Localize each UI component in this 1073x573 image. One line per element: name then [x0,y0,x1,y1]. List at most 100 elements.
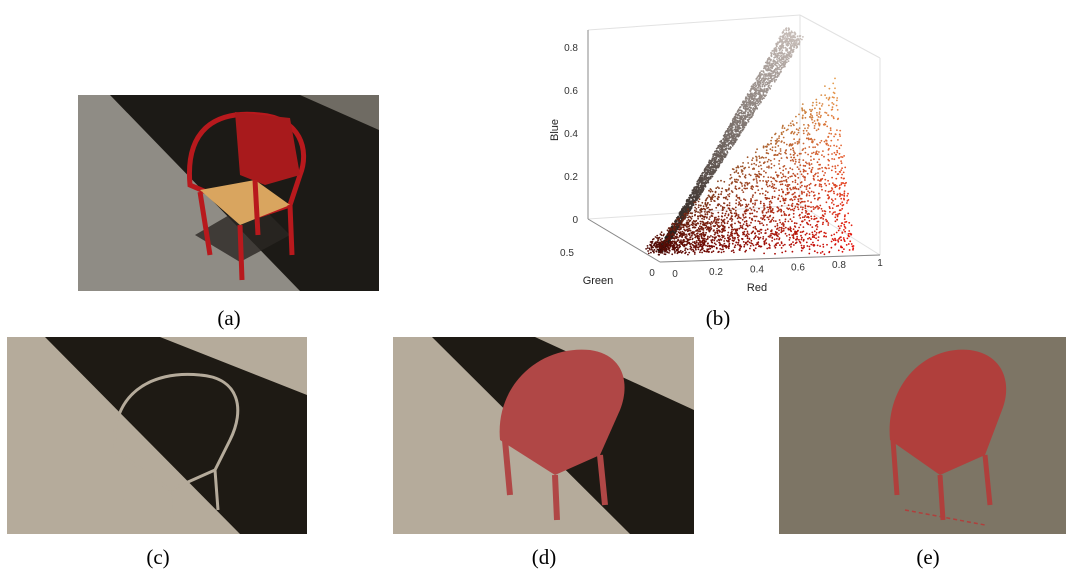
scatter-point [791,243,793,245]
scatter-point [771,229,773,231]
scatter-point [745,108,747,110]
scatter-point [799,164,801,166]
scatter-point [840,198,842,200]
scatter-point [794,208,796,210]
scatter-point [763,162,765,164]
scatter-point [815,99,817,101]
scatter-point [810,238,812,240]
scatter-point [742,191,744,193]
scatter-point [714,157,716,159]
scatter-point [715,217,717,219]
scatter-point [689,220,691,222]
scatter-point [777,228,779,230]
scatter-point [679,236,681,238]
scatter-point [832,106,834,108]
scatter-point [722,237,724,239]
scatter-point [719,161,721,163]
scatter-point [800,35,802,37]
scatter-point [717,151,719,153]
scatter-point [833,97,835,99]
scatter-point [813,208,815,210]
scatter-point [718,222,720,224]
scatter-point [725,149,727,151]
scatter-point [765,240,767,242]
scatter-point [763,88,765,90]
scatter-point [794,222,796,224]
scatter-point [783,29,785,31]
scatter-point [841,232,843,234]
scatter-point [831,158,833,160]
scatter-point [753,206,755,208]
scatter-point [703,234,705,236]
scatter-point [681,211,683,213]
scatter-point [723,181,725,183]
scatter-point [756,216,758,218]
scatter-point [759,95,761,97]
scatter-point [790,156,792,158]
scatter-point [819,185,821,187]
scatter-point [757,93,759,95]
scatter-point [705,245,707,247]
scatter-point [772,183,774,185]
scatter-point [691,224,693,226]
scatter-point [768,219,770,221]
scatter-point [768,70,770,72]
scatter-point [812,206,814,208]
scatter-point [748,174,750,176]
scatter-point [725,213,727,215]
scatter-point [816,232,818,234]
scatter-point [687,217,689,219]
scatter-point [798,161,800,163]
scatter-point [801,39,803,41]
scatter-point [686,199,688,201]
scatter-point [695,249,697,251]
scatter-point [789,199,791,201]
scatter-point [810,110,812,112]
scatter-point [696,210,698,212]
scatter-point [817,206,819,208]
scatter-point [730,130,732,132]
scatter-point [678,231,680,233]
scatter-point [738,221,740,223]
scatter-point [713,229,715,231]
scatter-point [728,241,730,243]
scatter-point [741,170,743,172]
scatter-point [739,176,741,178]
scatter-point [743,241,745,243]
scatter-point [724,135,726,137]
scatter-point [744,122,746,124]
scatter-point [736,120,738,122]
scatter-point [835,220,837,222]
scatter-point [809,109,811,111]
scatter-point [694,241,696,243]
scatter-point [751,93,753,95]
scatter-point [799,153,801,155]
scatter-point [692,189,694,191]
scatter-point [767,207,769,209]
scatter-point [826,220,828,222]
scatter-point [695,204,697,206]
scatter-point [763,253,765,255]
scatter-point [772,75,774,77]
scatter-point [818,151,820,153]
scatter-point [822,103,824,105]
scatter-point [807,238,809,240]
scatter-point [712,166,714,168]
scatter-point [807,245,809,247]
scatter-point [795,116,797,118]
scatter-point [725,245,727,247]
scatter-point [760,232,762,234]
scatter-point [793,154,795,156]
scatter-point [727,246,729,248]
scatter-point [691,218,693,220]
scatter-point [692,238,694,240]
scatter-point [758,176,760,178]
scatter-point [833,136,835,138]
scatter-point [795,159,797,161]
scatter-point [797,166,799,168]
scatter-point [818,113,820,115]
scatter-point [774,154,776,156]
scatter-point [678,220,680,222]
scatter-point [786,39,788,41]
scatter-point [828,105,830,107]
